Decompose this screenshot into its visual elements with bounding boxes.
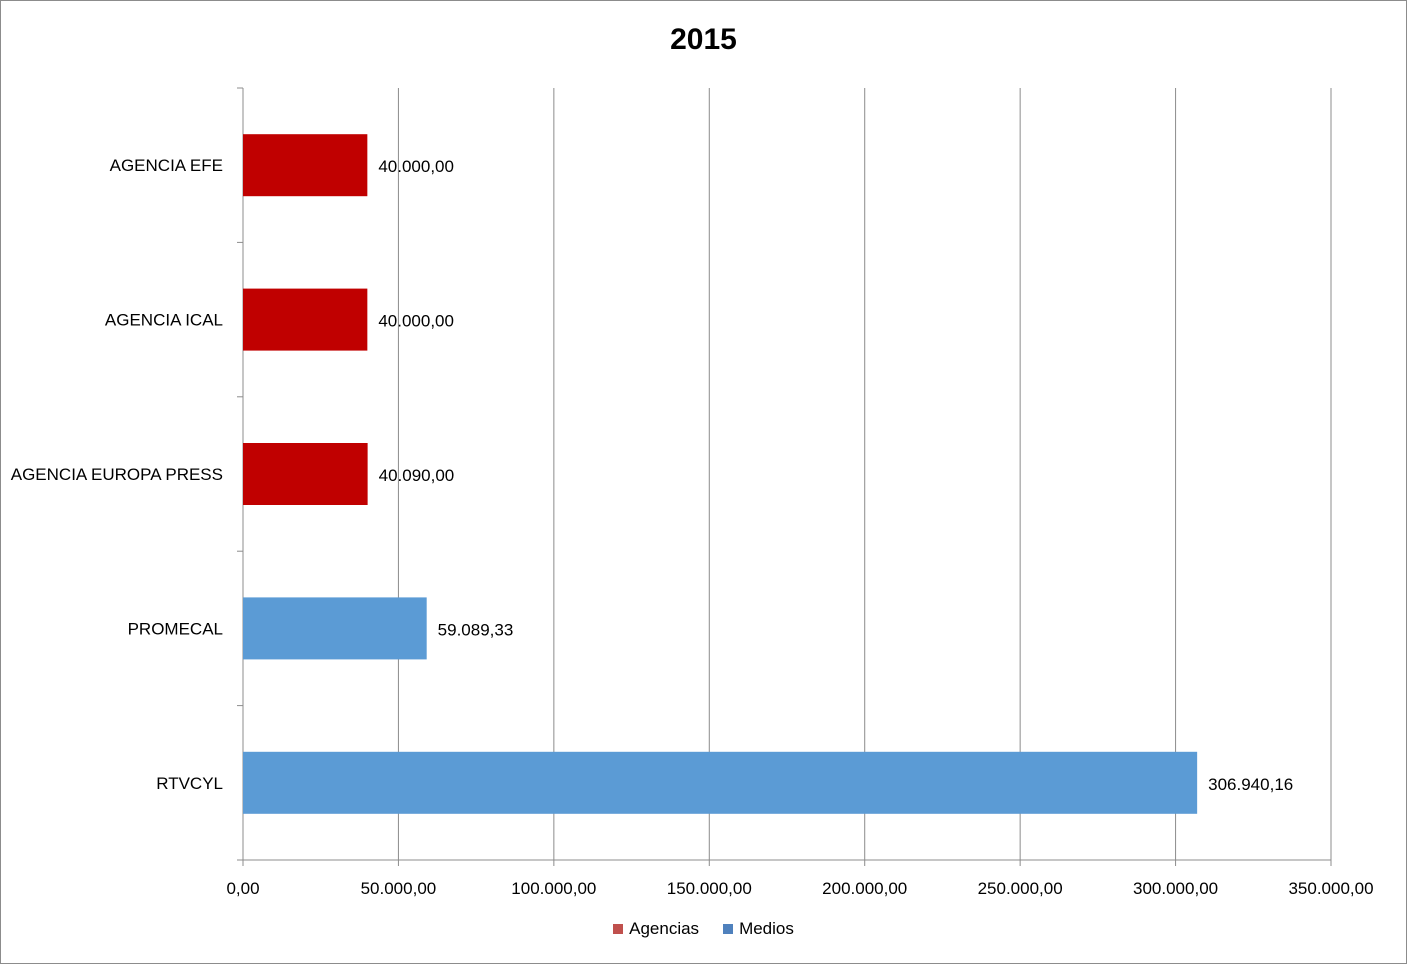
category-label: PROMECAL [128, 619, 223, 638]
x-tick-label: 0,00 [226, 879, 259, 898]
category-label: AGENCIA EUROPA PRESS [11, 465, 223, 484]
bar [243, 288, 368, 351]
data-label: 40.000,00 [378, 157, 454, 176]
bar [243, 443, 368, 505]
legend-item: Medios [723, 919, 794, 939]
x-tick-label: 300.000,00 [1133, 879, 1218, 898]
legend-item: Agencias [613, 919, 699, 939]
bar [243, 134, 368, 197]
x-tick-label: 50.000,00 [361, 879, 437, 898]
category-label: AGENCIA ICAL [105, 311, 223, 330]
legend: Agencias Medios [1, 919, 1406, 939]
legend-swatch [613, 924, 624, 934]
data-label: 59.089,33 [438, 620, 514, 639]
legend-swatch [723, 924, 734, 934]
x-tick-label: 150.000,00 [667, 879, 752, 898]
data-label: 40.000,00 [378, 312, 454, 331]
x-tick-label: 250.000,00 [978, 879, 1063, 898]
chart-title: 2015 [670, 23, 737, 56]
data-label: 40.090,00 [379, 466, 455, 485]
bar [243, 597, 427, 660]
x-tick-label: 200.000,00 [822, 879, 907, 898]
data-label: 306.940,16 [1208, 775, 1293, 794]
category-label: RTVCYL [156, 774, 223, 793]
x-tick-label: 350.000,00 [1288, 879, 1373, 898]
bar [243, 751, 1198, 814]
x-tick-label: 100.000,00 [511, 879, 596, 898]
legend-label: Agencias [629, 919, 700, 938]
category-label: AGENCIA EFE [110, 156, 223, 175]
legend-label: Medios [739, 919, 794, 938]
